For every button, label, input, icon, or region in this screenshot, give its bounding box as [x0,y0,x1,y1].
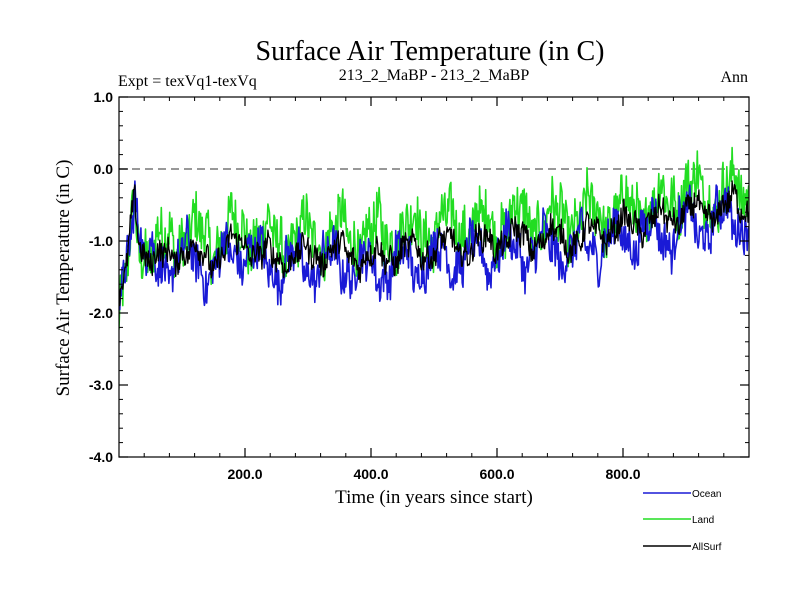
series-layer [119,146,749,330]
y-tick-label: -1.0 [89,233,113,249]
y-tick-label: -3.0 [89,377,113,393]
y-tick-label: 1.0 [94,89,114,105]
legend-label: Land [692,515,714,526]
legend-label: AllSurf [692,542,722,553]
chart-subtitle-left: Expt = texVq1-texVq [118,73,257,90]
chart-subtitle-center: 213_2_MaBP - 213_2_MaBP [339,67,530,84]
x-tick-label: 200.0 [227,466,262,482]
y-tick-label: -2.0 [89,305,113,321]
ticks-layer: -4.0 -3.0 -2.0 -1.0 0.0 1.0 200.0 400.0 600.0 800… [89,89,750,482]
x-tick-label: 800.0 [605,466,640,482]
plot-frame [118,96,750,458]
plot-area: -4.0 -3.0 -2.0 -1.0 0.0 1.0 200.0 400.0 600.0 800… [89,89,750,482]
legend-entry-land: Land [643,515,714,526]
y-axis-label: Surface Air Temperature (in C) [53,160,74,397]
chart-subtitle-right: Ann [720,69,748,86]
legend-entry-allsurf: AllSurf [643,542,722,553]
series-line-allsurf [119,180,749,307]
chart-title: Surface Air Temperature (in C) [256,36,605,67]
legend-entry-ocean: Ocean [643,489,721,500]
legend-label: Ocean [692,489,721,500]
x-tick-label: 400.0 [353,466,388,482]
x-tick-label: 600.0 [479,466,514,482]
y-tick-label: 0.0 [94,161,114,177]
y-tick-label: -4.0 [89,449,113,465]
legend: Ocean Land AllSurf [643,489,722,553]
x-axis-label: Time (in years since start) [335,487,533,508]
